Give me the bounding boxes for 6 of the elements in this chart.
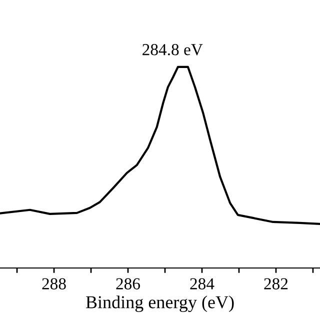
x-tick-label: 286: [116, 278, 140, 290]
x-tick-label: 284: [190, 278, 214, 290]
annotation: 284.8 eV: [142, 44, 203, 56]
x-axis-title: Binding energy (eV): [86, 296, 234, 312]
x-tick-label: 282: [264, 278, 288, 290]
x-tick-label: 288: [42, 278, 66, 290]
